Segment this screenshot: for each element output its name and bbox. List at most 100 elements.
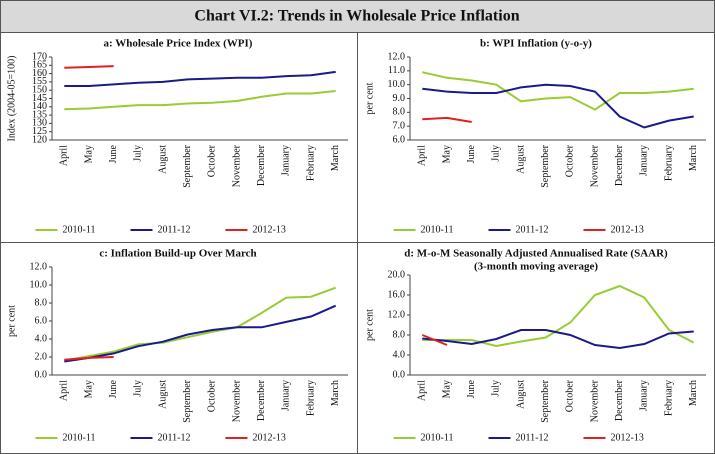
- x-tick-label: June: [466, 379, 477, 398]
- y-tick-label: 125: [32, 126, 47, 137]
- x-tick-label: April: [417, 145, 428, 166]
- x-tick-label: July: [491, 380, 502, 397]
- panel-subtitle: (3-month moving average): [474, 261, 598, 273]
- x-tick-label: September: [182, 144, 193, 187]
- series-line: [422, 284, 695, 348]
- y-tick-label: 10.0: [30, 279, 48, 290]
- title-bar: [0, 0, 715, 33]
- x-tick-label: December: [614, 379, 625, 421]
- y-axis-label: per cent: [364, 82, 375, 114]
- x-tick-label: July: [133, 145, 144, 162]
- x-tick-label: April: [59, 380, 70, 401]
- legend-label: 2011-12: [158, 224, 191, 235]
- x-tick-label: August: [157, 380, 168, 409]
- legend-label: 2010-11: [63, 432, 96, 443]
- x-tick-label: December: [614, 144, 625, 186]
- x-tick-label: November: [231, 144, 242, 187]
- series-line: [64, 356, 114, 361]
- x-tick-label: September: [182, 379, 193, 422]
- y-axis-label: per cent: [364, 309, 375, 341]
- series-line: [64, 286, 337, 362]
- y-tick-label: 170: [32, 51, 47, 62]
- legend-label: 2010-11: [421, 224, 454, 235]
- series-line: [64, 304, 337, 363]
- y-tick-label: 11.0: [388, 65, 405, 76]
- y-tick-label: 0.0: [393, 369, 406, 380]
- y-tick-label: 155: [32, 76, 47, 87]
- y-tick-label: 140: [32, 101, 47, 112]
- series-line: [422, 329, 694, 350]
- y-tick-label: 12.0: [388, 51, 406, 62]
- x-tick-label: July: [133, 380, 144, 397]
- x-tick-label: March: [688, 145, 699, 171]
- y-tick-label: 0.0: [35, 369, 48, 380]
- y-tick-label: 6.0: [35, 315, 48, 326]
- y-tick-label: 16.0: [388, 289, 406, 300]
- series-line: [422, 83, 694, 129]
- x-tick-label: June: [108, 379, 119, 398]
- x-tick-label: March: [330, 380, 341, 406]
- x-tick-label: November: [231, 379, 242, 422]
- x-tick-label: May: [441, 145, 452, 163]
- x-tick-label: April: [59, 145, 70, 166]
- x-tick-label: August: [515, 145, 526, 174]
- panel-title: c: Inflation Build-up Over March: [99, 248, 256, 260]
- panel-title: a: Wholesale Price Index (WPI): [104, 38, 253, 50]
- y-tick-label: 120: [32, 134, 47, 145]
- legend-label: 2011-12: [516, 224, 549, 235]
- series-line: [421, 334, 448, 346]
- y-tick-label: 165: [32, 60, 47, 71]
- x-tick-label: February: [663, 145, 674, 181]
- x-tick-label: August: [157, 145, 168, 174]
- x-tick-label: January: [639, 380, 650, 411]
- y-tick-label: 10.0: [388, 79, 406, 90]
- x-tick-label: October: [565, 379, 576, 412]
- panel-title: b: WPI Inflation (y-o-y): [480, 38, 592, 50]
- x-tick-label: February: [305, 380, 316, 416]
- y-tick-label: 8.0: [393, 107, 406, 118]
- x-tick-label: December: [256, 144, 267, 186]
- x-tick-label: November: [589, 144, 600, 187]
- x-tick-label: November: [589, 379, 600, 422]
- y-tick-label: 150: [32, 84, 47, 95]
- x-tick-label: January: [639, 145, 650, 176]
- legend-label: 2011-12: [158, 432, 191, 443]
- y-tick-label: 2.0: [35, 351, 48, 362]
- legend-label: 2012-13: [611, 224, 644, 235]
- x-tick-label: May: [83, 145, 94, 163]
- x-tick-label: January: [281, 145, 292, 176]
- x-tick-label: October: [207, 144, 218, 177]
- y-tick-label: 7.0: [393, 120, 406, 131]
- y-tick-label: 4.0: [393, 349, 406, 360]
- series-line: [64, 65, 114, 69]
- x-tick-label: July: [491, 145, 502, 162]
- y-tick-label: 8.0: [393, 329, 406, 340]
- y-tick-label: 8.0: [35, 297, 48, 308]
- figure-title: Chart VI.2: Trends in Wholesale Price In…: [194, 8, 519, 25]
- legend-label: 2010-11: [63, 224, 96, 235]
- legend-label: 2010-11: [421, 432, 454, 443]
- y-tick-label: 135: [32, 109, 47, 120]
- legend-label: 2012-13: [253, 432, 286, 443]
- x-tick-label: September: [540, 379, 551, 422]
- legend-label: 2012-13: [253, 224, 286, 235]
- series-line: [64, 70, 336, 87]
- y-tick-label: 9.0: [393, 93, 406, 104]
- y-tick-label: 12.0: [30, 261, 48, 272]
- x-tick-label: May: [441, 380, 452, 398]
- x-tick-label: February: [663, 380, 674, 416]
- x-tick-label: June: [466, 144, 477, 163]
- y-tick-label: 160: [32, 68, 47, 79]
- x-tick-label: February: [305, 145, 316, 181]
- x-tick-label: December: [256, 379, 267, 421]
- x-tick-label: March: [330, 145, 341, 171]
- x-tick-label: October: [565, 144, 576, 177]
- legend-label: 2011-12: [516, 432, 549, 443]
- panel-title: d: M-o-M Seasonally Adjusted Annualised …: [404, 248, 668, 260]
- legend-label: 2012-13: [611, 432, 644, 443]
- y-tick-label: 145: [32, 93, 47, 104]
- y-tick-label: 130: [32, 118, 47, 129]
- x-tick-label: September: [540, 144, 551, 187]
- y-axis-label: per cent: [6, 305, 17, 337]
- x-tick-label: March: [688, 380, 699, 406]
